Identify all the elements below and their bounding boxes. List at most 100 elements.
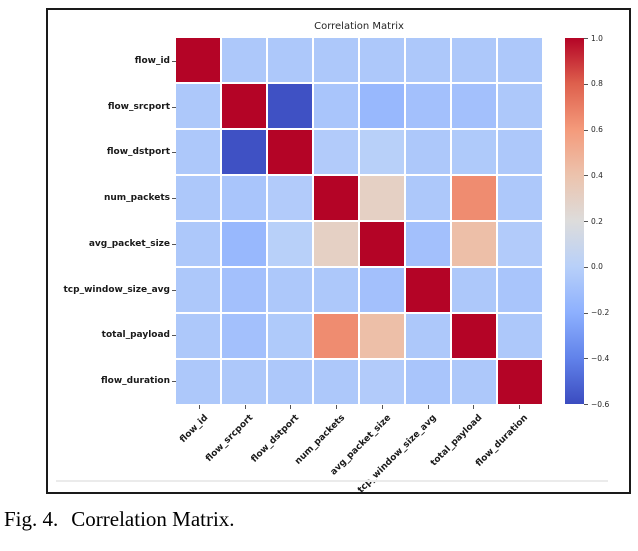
heatmap-cell [314, 38, 358, 82]
heatmap-cell [268, 176, 312, 220]
heatmap-cell [406, 176, 450, 220]
heatmap-cell [268, 38, 312, 82]
heatmap-cell [268, 314, 312, 358]
x-tick-mark [336, 405, 338, 409]
colorbar-tick-label: 0.4 [591, 170, 603, 180]
heatmap-cell [406, 268, 450, 312]
heatmap-cell [452, 222, 496, 266]
heatmap-cell [176, 176, 220, 220]
row-label: flow_srcport [107, 101, 170, 112]
heatmap-cell [268, 130, 312, 174]
x-tick-mark [198, 405, 200, 409]
heatmap-cell [406, 84, 450, 128]
y-tick-mark [172, 198, 176, 200]
heatmap-cell [222, 222, 266, 266]
row-label: num_packets [103, 193, 170, 204]
heatmap-cell [176, 222, 220, 266]
heatmap-cell [498, 84, 542, 128]
heatmap-cell [498, 176, 542, 220]
figure-caption: Fig. 4. Correlation Matrix. [4, 507, 235, 532]
heatmap-cell [498, 38, 542, 82]
heatmap-cell [498, 222, 542, 266]
heatmap-cell [314, 360, 358, 404]
bottom-rule [56, 480, 608, 482]
colorbar-tick-label: −0.6 [591, 399, 610, 409]
heatmap-cell [498, 268, 542, 312]
colorbar-tick-label: 0.0 [591, 262, 603, 272]
heatmap-cell [314, 130, 358, 174]
heatmap-cell [452, 314, 496, 358]
colorbar-tick-mark [584, 175, 588, 177]
row-label: flow_dstport [106, 147, 170, 158]
heatmap-cell [314, 222, 358, 266]
heatmap-cell [176, 268, 220, 312]
y-tick-mark [172, 152, 176, 154]
row-label: tcp_window_size_avg [63, 284, 171, 295]
x-tick-mark [381, 405, 383, 409]
heatmap-cell [360, 130, 404, 174]
heatmap-grid [176, 38, 542, 404]
heatmap-cell [360, 360, 404, 404]
y-tick-mark [172, 106, 176, 108]
colorbar-tick-mark [584, 358, 588, 360]
colorbar-tick-label: 0.2 [591, 216, 603, 226]
colorbar-tick-label: 0.6 [591, 125, 603, 134]
heatmap-cell [452, 130, 496, 174]
colorbar-tick-label: 1.0 [591, 33, 603, 43]
heatmap-cell [360, 268, 404, 312]
colorbar-tick-mark [584, 404, 588, 405]
heatmap-cell [406, 130, 450, 174]
colorbar-tick-mark [584, 38, 588, 39]
heatmap-cell [222, 176, 266, 220]
row-label: flow_id [134, 55, 170, 66]
colorbar [565, 38, 584, 404]
heatmap-cell [222, 268, 266, 312]
colorbar-tick-label: −0.2 [591, 308, 610, 317]
heatmap-cell [498, 314, 542, 358]
heatmap-cell [360, 38, 404, 82]
heatmap-cell [176, 130, 220, 174]
y-tick-mark [172, 243, 176, 245]
heatmap-cell [498, 130, 542, 174]
heatmap-cell [360, 176, 404, 220]
col-label: tcp_window_size_avg [356, 413, 439, 496]
heatmap-cell [452, 268, 496, 312]
caption-label: Fig. 4. [4, 507, 59, 531]
heatmap-cell [360, 222, 404, 266]
heatmap-cell [452, 360, 496, 404]
heatmap-cell [176, 314, 220, 358]
colorbar-tick-mark [584, 312, 588, 314]
row-label: flow_duration [100, 376, 170, 387]
heatmap-cell [268, 84, 312, 128]
heatmap-cell [222, 38, 266, 82]
heatmap-cell [406, 38, 450, 82]
heatmap-cell [268, 360, 312, 404]
col-label: flow_id [177, 413, 210, 445]
heatmap-cell [222, 360, 266, 404]
x-tick-mark [519, 405, 521, 409]
col-label: flow_srcport [204, 413, 256, 465]
colorbar-tick-label: −0.4 [591, 353, 610, 363]
colorbar-tick-mark [584, 221, 588, 222]
heatmap-cell [314, 84, 358, 128]
heatmap-cell [222, 84, 266, 128]
heatmap-cell [268, 222, 312, 266]
heatmap-cell [498, 360, 542, 404]
heatmap-cell [314, 314, 358, 358]
y-tick-mark [172, 335, 176, 337]
colorbar-tick-mark [584, 129, 588, 131]
x-tick-mark [290, 405, 292, 409]
heatmap-cell [406, 222, 450, 266]
chart-title: Correlation Matrix [314, 21, 404, 32]
heatmap-cell [360, 84, 404, 128]
x-tick-mark [244, 405, 246, 409]
heatmap-cell [176, 38, 220, 82]
heatmap-cell [176, 84, 220, 128]
colorbar-tick-mark [584, 266, 588, 268]
x-tick-mark [427, 405, 429, 409]
heatmap-cell [452, 38, 496, 82]
heatmap-cell [268, 268, 312, 312]
row-label: total_payload [101, 330, 170, 341]
heatmap-cell [406, 360, 450, 404]
